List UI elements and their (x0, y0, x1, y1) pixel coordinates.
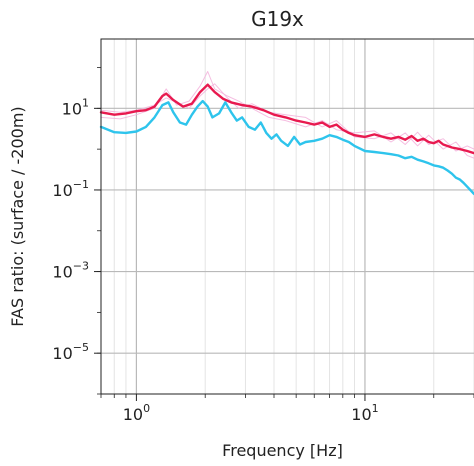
y-tick-label-exponent: −3 (73, 260, 89, 273)
axis-ticks (94, 67, 474, 401)
y-tick-label-base: 10 (52, 344, 72, 363)
y-tick-label-base: 10 (52, 181, 72, 200)
chart-title: G19x (251, 7, 304, 31)
series-line (99, 83, 474, 155)
y-tick-label: 101 (62, 96, 89, 118)
y-tick-label: 10−5 (52, 341, 89, 363)
y-tick-label: 10−1 (52, 178, 89, 200)
x-tick-label: 100 (123, 402, 150, 424)
series-layer (99, 71, 474, 196)
minor-gridlines (100, 39, 474, 394)
y-tick-label-exponent: −5 (73, 341, 89, 354)
y-tick-label-exponent: −1 (73, 178, 89, 191)
y-axis-label: FAS ratio: (surface / -200m) (8, 106, 27, 326)
x-tick-label-exponent: 0 (143, 402, 150, 415)
x-tick-label: 101 (351, 402, 378, 424)
plot-frame (100, 38, 474, 395)
x-tick-label-base: 10 (123, 405, 143, 424)
x-tick-label-exponent: 1 (372, 402, 379, 415)
series-line (99, 99, 474, 196)
y-tick-label-base: 10 (62, 99, 82, 118)
major-gridlines (101, 39, 474, 394)
y-tick-label-exponent: 1 (82, 96, 89, 109)
y-tick-label-base: 10 (52, 263, 72, 282)
x-axis-label: Frequency [Hz] (222, 441, 343, 460)
y-tick-label: 10−3 (52, 260, 89, 282)
x-tick-label-base: 10 (351, 405, 371, 424)
